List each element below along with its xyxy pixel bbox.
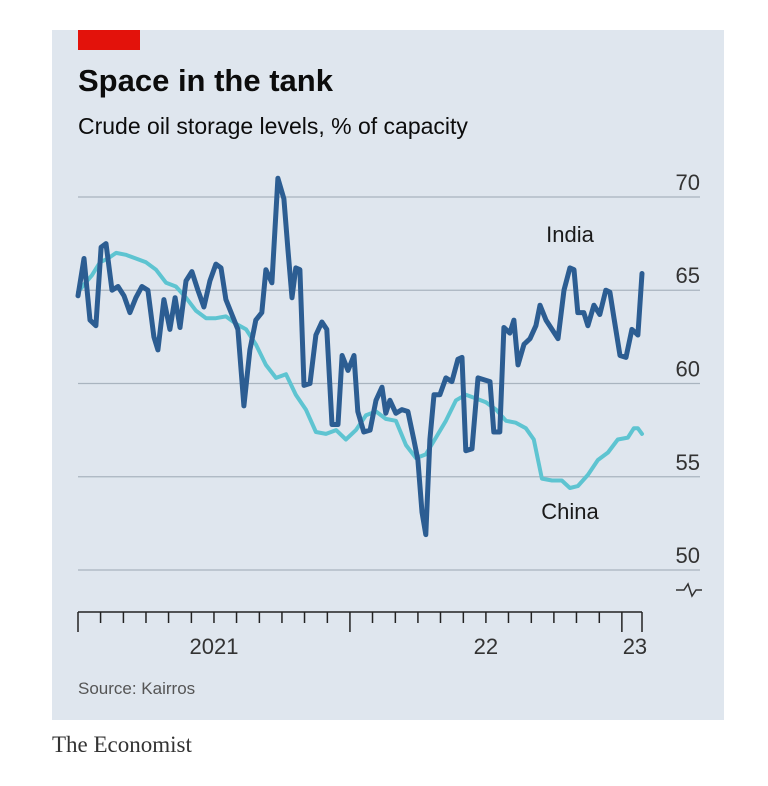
y-tick-label: 65 <box>676 263 700 288</box>
series-label: India <box>546 222 594 247</box>
y-tick-label: 60 <box>676 357 700 382</box>
x-tick-label: 2021 <box>189 634 238 659</box>
series-line <box>76 250 644 490</box>
red-tag <box>78 30 140 50</box>
series-label: China <box>541 499 599 524</box>
chart-subtitle: Crude oil storage levels, % of capacity <box>78 113 468 139</box>
x-tick-label: 22 <box>474 634 498 659</box>
y-tick-label: 55 <box>676 450 700 475</box>
axis-break <box>676 582 702 598</box>
x-tick-label: 23 <box>623 634 647 659</box>
source: Source: Kairros <box>78 679 195 698</box>
brand: The Economist <box>52 732 192 757</box>
y-tick-label: 70 <box>676 170 700 195</box>
series-line <box>75 175 645 538</box>
panel-background <box>52 30 724 720</box>
y-tick-label: 50 <box>676 543 700 568</box>
chart-title: Space in the tank <box>78 63 334 98</box>
